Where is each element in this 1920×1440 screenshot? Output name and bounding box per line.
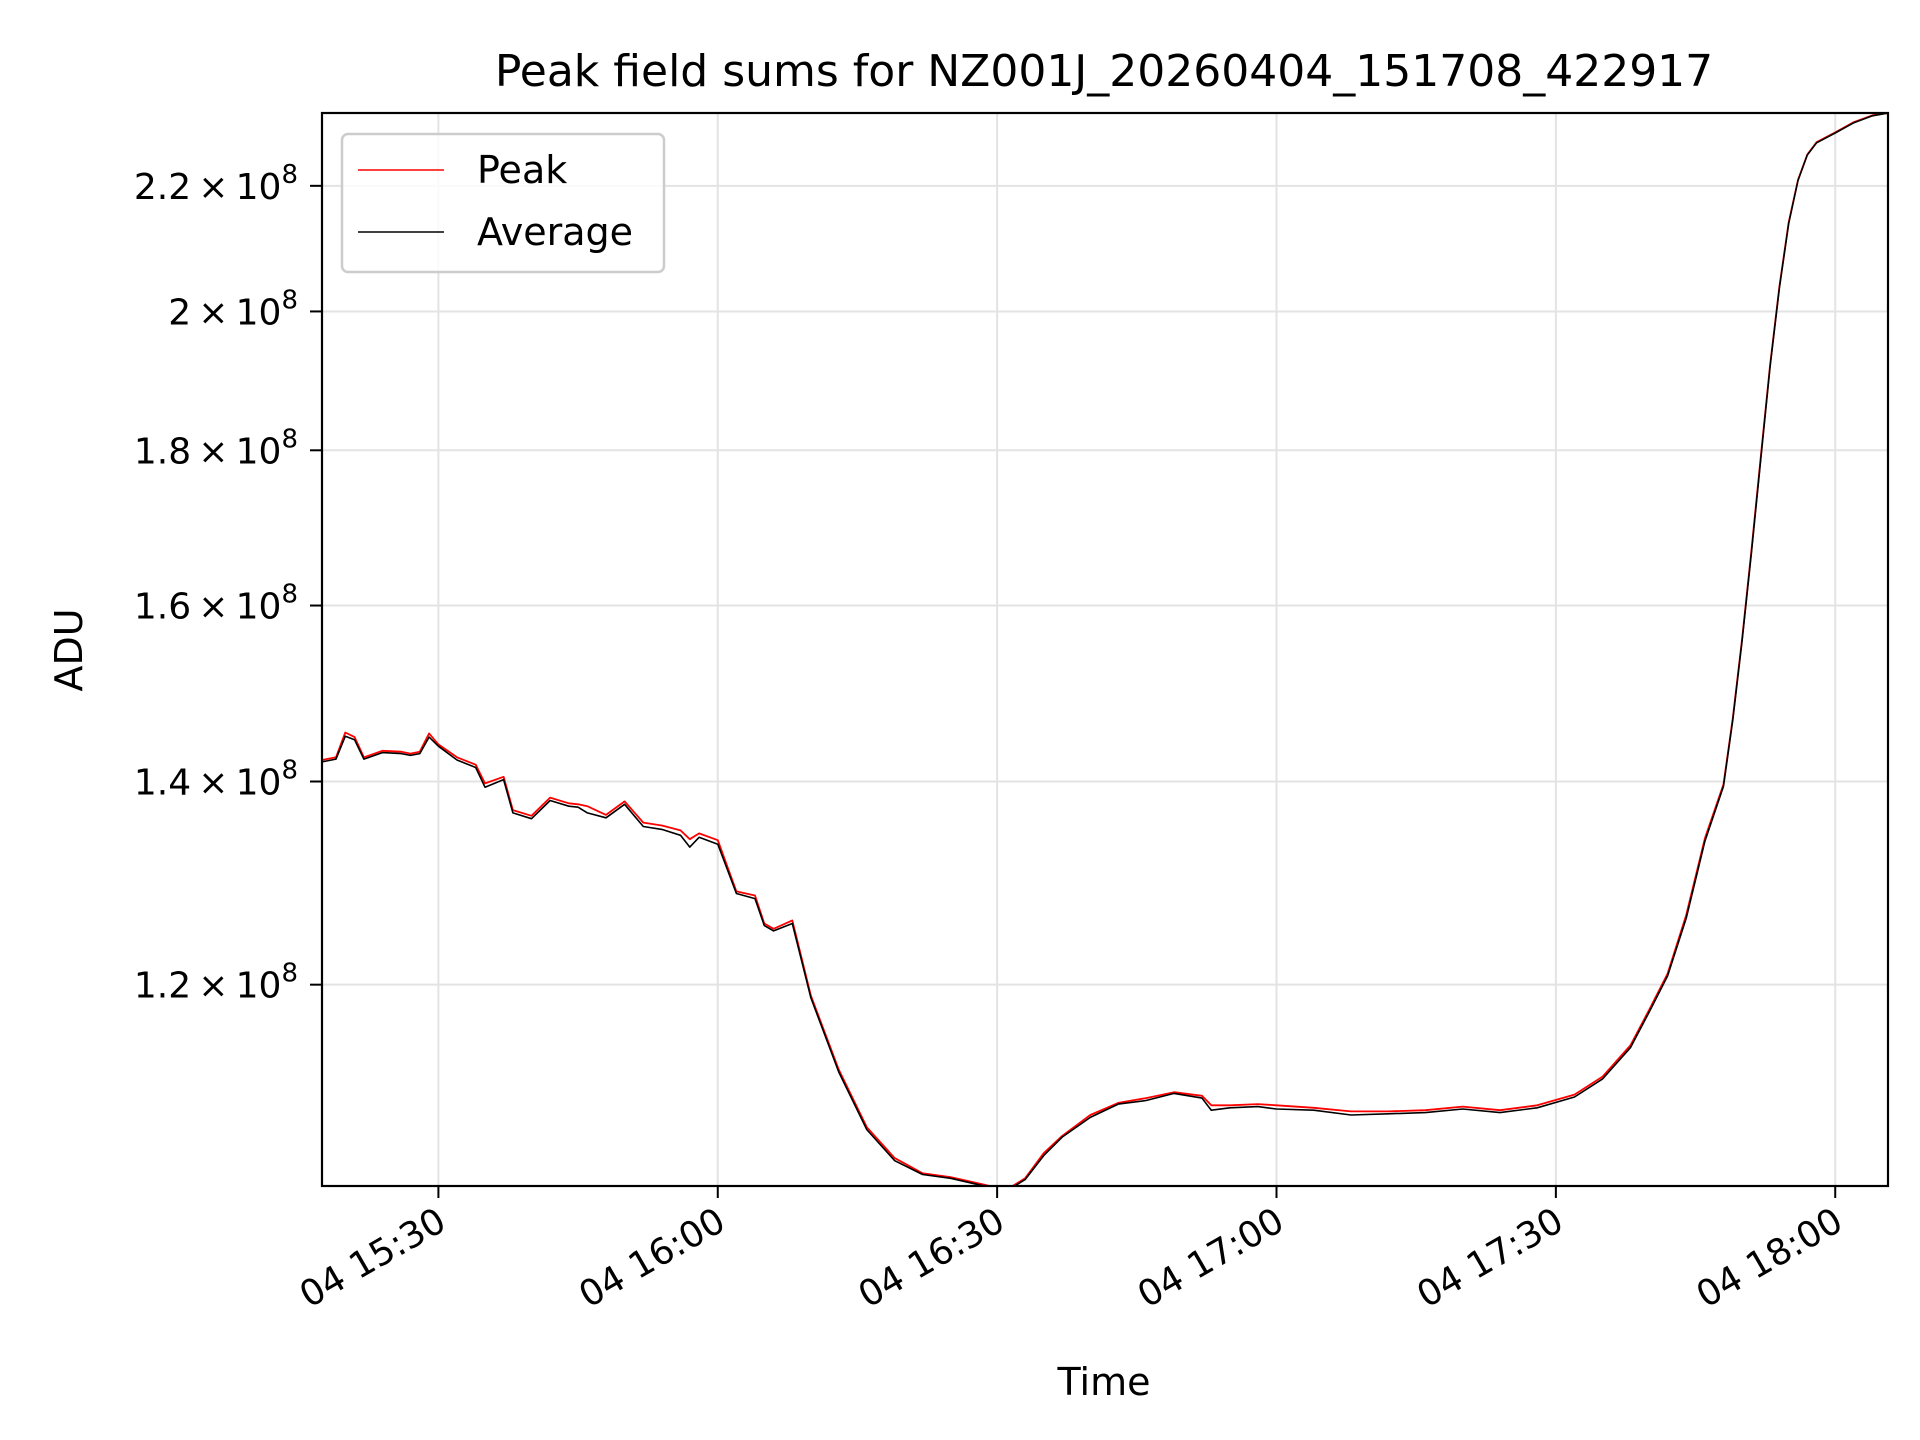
y-tick-label: 2 × 108 [168, 285, 298, 333]
series-line-average [322, 113, 1888, 1186]
legend: Peak Average [340, 132, 666, 274]
y-axis-label: ADU [47, 608, 91, 691]
y-tick-label: 1.8 × 108 [134, 424, 298, 472]
plot-lines [322, 113, 1888, 1186]
grid [322, 113, 1888, 1186]
chart-title: Peak field sums for NZ001J_20260404_1517… [495, 46, 1713, 97]
legend-peak-label: Peak [477, 148, 567, 192]
y-tick-label: 1.4 × 108 [134, 756, 298, 804]
y-tick-label: 1.6 × 108 [134, 580, 298, 628]
y-tick-label: 2.2 × 108 [134, 160, 298, 208]
x-axis-label: Time [1057, 1360, 1151, 1404]
plot-frame [320, 111, 1890, 1188]
y-ticks: 1.2 × 108 1.4 × 108 1.6 × 108 1.8 × 108 2 × … [134, 160, 322, 1007]
legend-box [340, 132, 666, 274]
y-tick-label: 1.2 × 108 [134, 959, 298, 1007]
legend-average-label: Average [477, 210, 633, 254]
